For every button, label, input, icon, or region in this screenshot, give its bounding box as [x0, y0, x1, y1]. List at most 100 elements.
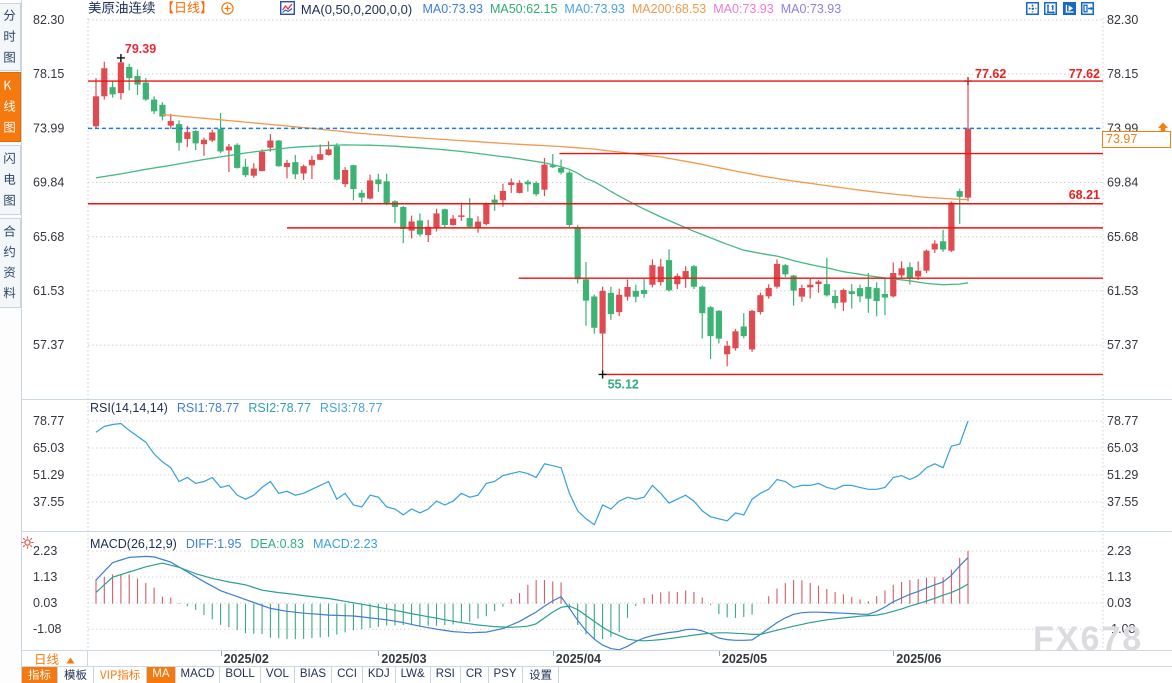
candle-14[interactable]	[209, 129, 216, 142]
add-compare-icon[interactable]	[221, 1, 234, 18]
candle-81[interactable]	[765, 284, 772, 299]
candle-83[interactable]	[782, 263, 789, 277]
toolbar-button-psy[interactable]: PSY	[488, 667, 523, 683]
candle-53[interactable]	[533, 181, 540, 197]
candle-76[interactable]	[724, 340, 731, 367]
candle-38[interactable]	[408, 215, 415, 239]
candle-2[interactable]	[109, 81, 116, 98]
candle-28[interactable]	[325, 141, 332, 156]
candle-74[interactable]	[707, 306, 714, 360]
axis-scale-icon[interactable]	[1044, 2, 1058, 15]
candle-52[interactable]	[524, 179, 531, 192]
candle-18[interactable]	[242, 158, 249, 178]
candle-60[interactable]	[591, 294, 598, 334]
toolbar-button-macd[interactable]: MACD	[175, 667, 221, 683]
toolbar-button-rsi[interactable]: RSI	[430, 667, 461, 683]
sidebar-tab-2[interactable]	[0, 72, 21, 142]
candle-32[interactable]	[358, 189, 365, 203]
candle-93[interactable]	[865, 273, 872, 313]
candle-101[interactable]	[931, 240, 938, 254]
candle-21[interactable]	[267, 133, 274, 152]
candle-84[interactable]	[790, 274, 797, 306]
candle-82[interactable]	[773, 259, 781, 289]
candle-88[interactable]	[823, 257, 830, 297]
candle-16[interactable]	[225, 143, 232, 172]
candle-42[interactable]	[441, 208, 448, 229]
indicator-settings-icon[interactable]	[21, 536, 34, 554]
candle-72[interactable]	[690, 264, 698, 290]
candle-90[interactable]	[840, 288, 847, 312]
candle-23[interactable]	[283, 159, 291, 179]
candle-4[interactable]	[126, 63, 133, 91]
candle-105[interactable]	[964, 81, 972, 202]
candle-94[interactable]	[873, 282, 880, 317]
candle-62[interactable]	[607, 286, 614, 320]
candle-25[interactable]	[300, 164, 307, 180]
toolbar-button-kdj[interactable]: KDJ	[362, 667, 396, 683]
candle-95[interactable]	[881, 277, 889, 316]
candle-10[interactable]	[175, 120, 183, 151]
candle-49[interactable]	[499, 183, 507, 207]
candle-75[interactable]	[715, 310, 722, 344]
candle-103[interactable]	[948, 201, 955, 252]
candle-59[interactable]	[582, 261, 590, 326]
toolbar-button-boll[interactable]: BOLL	[220, 667, 261, 683]
candle-92[interactable]	[856, 284, 864, 303]
candle-31[interactable]	[350, 164, 357, 201]
candle-22[interactable]	[275, 139, 282, 167]
candle-54[interactable]	[541, 157, 548, 197]
play-icon[interactable]	[1062, 2, 1076, 15]
candle-7[interactable]	[151, 96, 158, 114]
candle-44[interactable]	[458, 202, 465, 221]
candle-100[interactable]	[923, 249, 930, 274]
toolbar-button-ma[interactable]: MA	[147, 667, 176, 683]
toolbar-button-vol[interactable]: VOL	[260, 667, 295, 683]
candle-99[interactable]	[915, 261, 922, 280]
toolbar-button-[interactable]	[522, 667, 559, 683]
toolbar-button-lw[interactable]: LW&	[395, 667, 431, 683]
candle-77[interactable]	[732, 328, 739, 351]
candle-80[interactable]	[757, 292, 764, 315]
candle-13[interactable]	[200, 137, 208, 156]
candle-11[interactable]	[184, 125, 191, 148]
candle-70[interactable]	[674, 273, 681, 290]
candle-35[interactable]	[383, 173, 390, 206]
candle-15[interactable]	[217, 112, 224, 154]
candle-104[interactable]	[956, 188, 963, 224]
candle-97[interactable]	[898, 261, 905, 279]
candle-96[interactable]	[890, 262, 897, 298]
toolbar-button-bias[interactable]: BIAS	[294, 667, 333, 683]
candle-89[interactable]	[832, 289, 839, 309]
candle-8[interactable]	[159, 102, 166, 121]
toolbar-button-cr[interactable]: CR	[460, 667, 489, 683]
candle-3[interactable]	[117, 57, 125, 100]
candle-73[interactable]	[699, 285, 706, 339]
candle-26[interactable]	[308, 155, 316, 180]
candle-5[interactable]	[134, 69, 141, 95]
candle-19[interactable]	[250, 163, 257, 178]
candle-71[interactable]	[682, 266, 689, 288]
candle-46[interactable]	[474, 216, 482, 233]
candle-102[interactable]	[939, 229, 947, 252]
candle-85[interactable]	[798, 284, 806, 302]
candle-79[interactable]	[748, 309, 756, 352]
sidebar-tab-1[interactable]	[0, 3, 21, 71]
candle-39[interactable]	[416, 213, 423, 237]
crosshair-icon[interactable]	[1025, 2, 1039, 15]
period-selector[interactable]	[22, 651, 88, 667]
candle-64[interactable]	[624, 279, 631, 301]
candle-33[interactable]	[366, 174, 374, 200]
candle-34[interactable]	[375, 173, 382, 192]
candle-48[interactable]	[491, 194, 498, 211]
candle-24[interactable]	[292, 154, 299, 180]
candle-91[interactable]	[848, 284, 855, 309]
candle-9[interactable]	[167, 113, 174, 129]
candle-45[interactable]	[466, 198, 473, 229]
candle-67[interactable]	[649, 259, 656, 288]
candle-12[interactable]	[192, 130, 199, 151]
candle-47[interactable]	[483, 202, 490, 226]
sidebar-tab-4[interactable]	[0, 218, 21, 308]
candle-40[interactable]	[425, 219, 432, 243]
candle-61[interactable]	[599, 286, 606, 375]
toolbar-button-cci[interactable]: CCI	[332, 667, 363, 683]
